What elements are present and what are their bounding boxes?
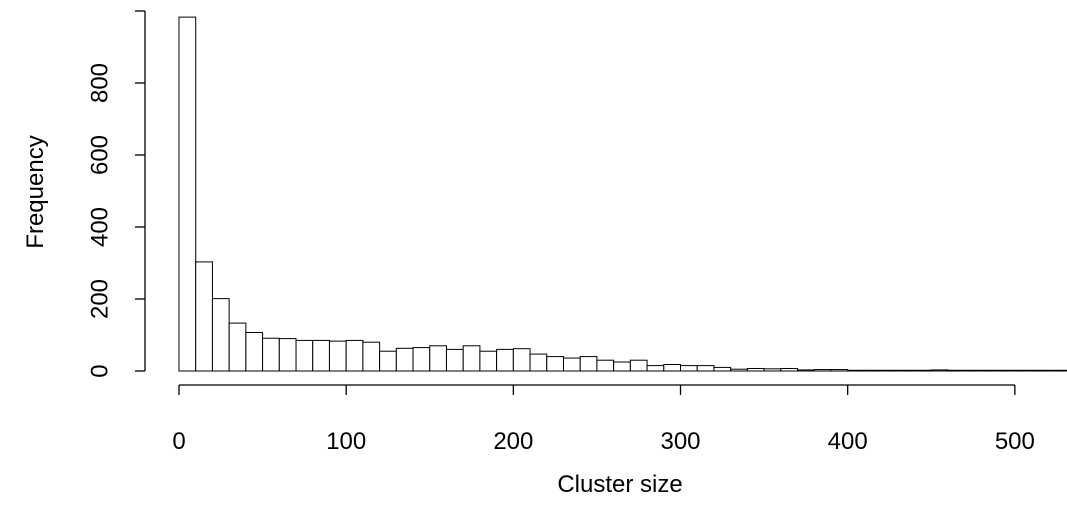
x-tick-label: 200 [493, 428, 533, 455]
histogram-bar [195, 261, 213, 372]
histogram-bar [445, 348, 464, 372]
histogram-bar [312, 339, 330, 372]
y-tick-label: 400 [87, 207, 114, 247]
histogram-bar [295, 339, 314, 372]
histogram-bar [813, 369, 832, 372]
histogram-bar [412, 347, 431, 372]
histogram-bar [462, 345, 481, 372]
bars-group [178, 16, 1067, 372]
histogram-bar [746, 367, 765, 372]
histogram-bar [362, 341, 381, 372]
histogram-bar [479, 350, 498, 372]
histogram-bar [262, 337, 280, 372]
histogram-bar [763, 368, 782, 372]
histogram-bar [178, 16, 197, 372]
histogram-bar [1031, 369, 1049, 372]
histogram-bar [713, 366, 732, 372]
histogram-bar [730, 368, 748, 372]
histogram-bar [562, 357, 581, 372]
histogram-bar [696, 365, 715, 372]
x-tick-label: 300 [660, 428, 700, 455]
histogram-bar [797, 369, 815, 372]
histogram-bar [997, 369, 1016, 372]
histogram-bar [228, 322, 247, 372]
histogram-bar [930, 369, 949, 372]
histogram-bar [579, 356, 598, 372]
histogram-bar [1014, 369, 1033, 372]
histogram-bar [980, 369, 999, 372]
histogram-bar [529, 353, 548, 372]
histogram-bar [328, 340, 347, 372]
y-tick-label: 600 [87, 135, 114, 175]
y-axis: 0 200 400 600 800 [87, 10, 146, 378]
histogram-bar [914, 369, 932, 372]
histogram-bar [496, 348, 514, 372]
x-axis-title: Cluster size [557, 471, 682, 498]
histogram-bar [780, 367, 799, 372]
histogram-bar [278, 338, 297, 372]
histogram-bar [245, 331, 264, 372]
histogram-bar [863, 369, 882, 372]
histogram-bar [964, 369, 982, 372]
histogram-bar [629, 359, 648, 372]
histogram-bar [880, 369, 899, 372]
x-tick-label: 400 [828, 428, 868, 455]
histogram-bar [663, 364, 682, 372]
x-tick-label: 500 [995, 428, 1035, 455]
x-tick-label: 100 [326, 428, 366, 455]
histogram-bar [546, 356, 564, 372]
histogram-bar [379, 350, 397, 372]
histogram-bar [596, 359, 615, 372]
y-axis-title: Frequency [22, 135, 49, 248]
x-tick-label: 0 [172, 428, 185, 455]
histogram-bar [1064, 369, 1067, 372]
histogram-bar [512, 348, 531, 372]
histogram-bar [613, 361, 631, 372]
y-tick-label: 200 [87, 279, 114, 319]
y-tick-label: 0 [87, 364, 114, 377]
histogram-bar [680, 365, 698, 372]
histogram-bar [646, 365, 665, 372]
histogram-bar [947, 369, 966, 372]
x-axis: 0 100 200 300 400 500 [172, 384, 1035, 455]
y-tick-label: 800 [87, 63, 114, 103]
histogram-bar [847, 369, 865, 372]
histogram-bar [395, 347, 414, 372]
histogram-bar [830, 369, 849, 372]
histogram-bar [429, 345, 447, 372]
histogram-bar [1047, 369, 1066, 372]
histogram-bar [897, 369, 916, 372]
histogram-bar [345, 339, 364, 372]
histogram-bar [211, 298, 230, 372]
